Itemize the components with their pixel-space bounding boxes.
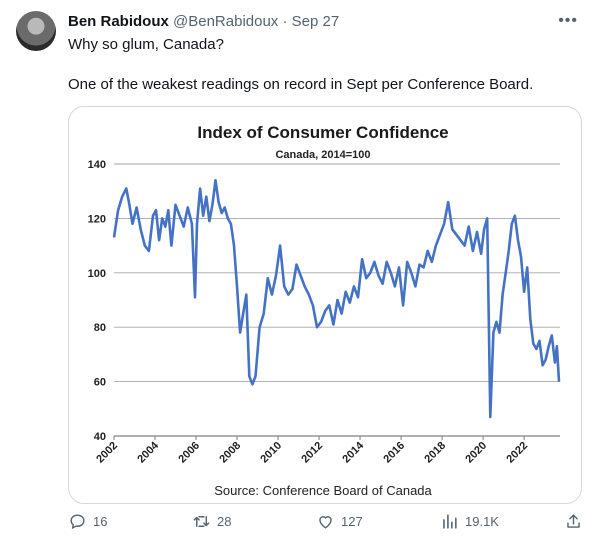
author-handle[interactable]: @BenRabidoux	[173, 13, 279, 30]
x-tick-label: 2016	[381, 440, 407, 466]
x-tick-label: 2012	[299, 440, 325, 466]
chart-title: Index of Consumer Confidence	[197, 123, 448, 142]
chart-gridlines	[114, 163, 560, 437]
reply-icon	[70, 514, 85, 530]
more-dots-icon[interactable]: •••	[558, 12, 578, 29]
tweet-media-image[interactable]: Index of Consumer Confidence Canada, 201…	[68, 106, 582, 504]
x-tick-label: 2006	[176, 440, 202, 466]
tweet-date[interactable]: Sep 27	[291, 13, 340, 30]
x-tick-label: 2022	[504, 440, 530, 466]
share-button[interactable]	[564, 512, 583, 531]
tweet-actions: 16 28 127 19.1K	[68, 512, 583, 536]
x-tick-label: 2020	[463, 440, 489, 466]
tweet-text-line-2: One of the weakest readings on record in…	[68, 76, 534, 93]
view-count: 19.1K	[465, 514, 499, 529]
x-axis-ticks: 2002 2004 2006 2008 2010 2012 2014 2016 2018 2020…	[94, 436, 530, 465]
y-axis-ticks: 40 60 80 100 120 140	[88, 159, 106, 443]
y-tick-label: 80	[94, 322, 106, 334]
tweet-header: Ben Rabidoux @BenRabidoux · Sep 27	[68, 12, 339, 32]
x-tick-label: 2008	[217, 440, 243, 466]
like-count: 127	[341, 514, 363, 529]
avatar[interactable]	[16, 11, 56, 51]
x-tick-label: 2014	[340, 439, 366, 465]
reply-count: 16	[93, 514, 108, 529]
retweet-icon	[193, 516, 210, 527]
tweet-text-line-1: Why so glum, Canada?	[68, 36, 224, 53]
chart-source: Source: Conference Board of Canada	[214, 483, 432, 498]
y-tick-label: 140	[88, 159, 106, 171]
x-tick-label: 2010	[258, 440, 284, 466]
retweet-button[interactable]: 28	[192, 512, 231, 531]
reply-button[interactable]: 16	[68, 512, 107, 531]
chart-subtitle: Canada, 2014=100	[275, 149, 370, 161]
y-tick-label: 60	[94, 377, 106, 389]
share-icon	[567, 514, 580, 528]
series-line	[112, 179, 561, 419]
author-name[interactable]: Ben Rabidoux	[68, 13, 169, 30]
y-tick-label: 100	[88, 268, 106, 280]
heart-icon	[319, 516, 332, 529]
x-tick-label: 2004	[135, 439, 161, 465]
tweet-text: Why so glum, Canada? One of the weakest …	[68, 35, 578, 95]
separator-dot: ·	[282, 13, 288, 30]
retweet-count: 28	[217, 514, 232, 529]
like-button[interactable]: 127	[316, 512, 363, 531]
y-tick-label: 120	[88, 213, 106, 225]
consumer-confidence-chart: Index of Consumer Confidence Canada, 201…	[88, 123, 561, 498]
views-chart-icon	[443, 514, 457, 529]
y-tick-label: 40	[94, 431, 106, 443]
x-tick-label: 2002	[94, 440, 120, 466]
x-tick-label: 2018	[422, 440, 448, 466]
views-button[interactable]: 19.1K	[440, 512, 499, 531]
